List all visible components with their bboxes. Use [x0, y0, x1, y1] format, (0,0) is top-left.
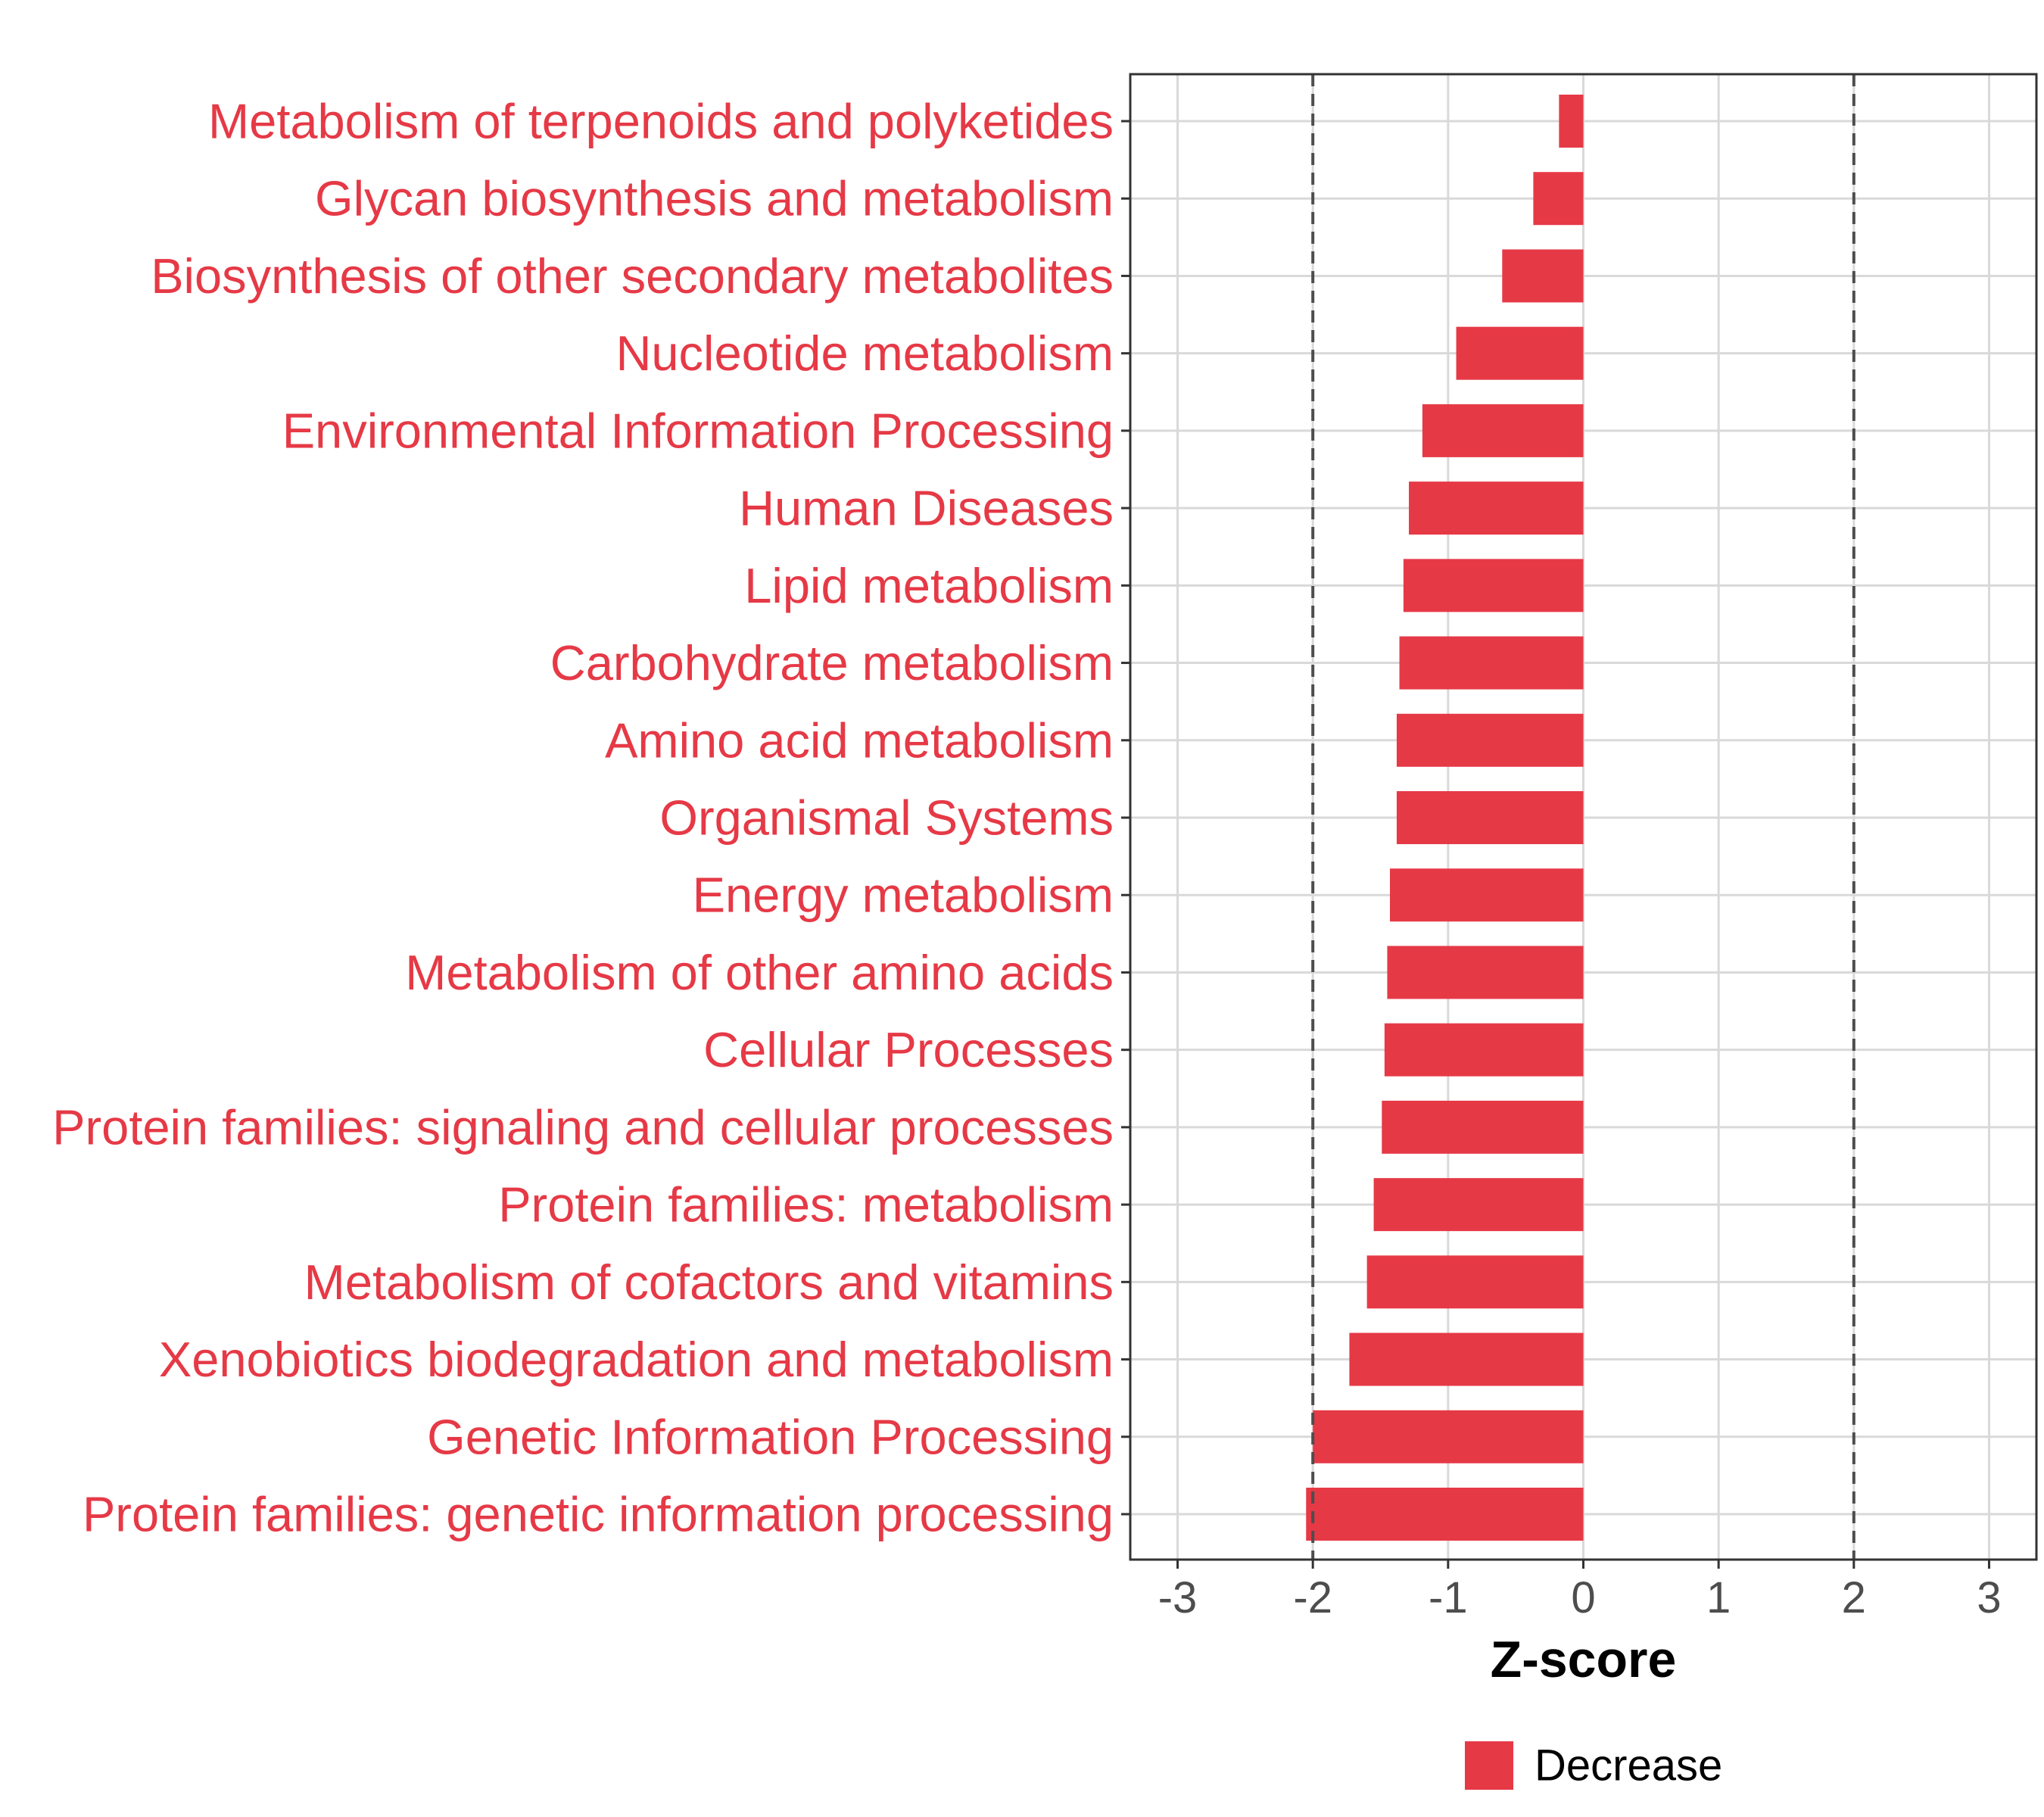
- category-labels: Metabolism of terpenoids and polyketides…: [52, 94, 1114, 1542]
- category-label: Amino acid metabolism: [605, 712, 1114, 768]
- bar: [1313, 1410, 1584, 1463]
- category-label: Environmental Information Processing: [282, 403, 1114, 458]
- category-label: Protein families: signaling and cellular…: [52, 1099, 1114, 1155]
- x-tick-label: 0: [1571, 1573, 1595, 1622]
- category-label: Nucleotide metabolism: [615, 326, 1114, 381]
- category-label: Glycan biosynthesis and metabolism: [315, 171, 1114, 226]
- bar: [1366, 1255, 1584, 1309]
- reference-lines: [1311, 74, 1855, 1560]
- bar: [1502, 249, 1584, 303]
- bar: [1403, 559, 1584, 612]
- x-tick-label: 3: [1977, 1573, 2001, 1622]
- bar: [1373, 1178, 1584, 1232]
- category-label: Lipid metabolism: [744, 558, 1114, 613]
- bar: [1387, 946, 1584, 999]
- category-label: Metabolism of other amino acids: [405, 945, 1114, 1000]
- category-label: Metabolism of terpenoids and polyketides: [208, 94, 1114, 149]
- bar: [1559, 95, 1584, 148]
- axis-ticks: [1121, 120, 1990, 1569]
- x-tick-label: -3: [1158, 1573, 1198, 1622]
- category-label: Biosynthesis of other secondary metaboli…: [151, 248, 1114, 304]
- category-label: Human Diseases: [739, 481, 1114, 536]
- bar: [1396, 791, 1584, 844]
- x-tick-label: 1: [1706, 1573, 1731, 1622]
- legend-swatch-decrease: [1465, 1741, 1513, 1790]
- x-tick-label: 2: [1842, 1573, 1866, 1622]
- legend: Decrease: [1465, 1741, 1722, 1791]
- x-axis-title: Z-score: [1491, 1631, 1677, 1688]
- bar: [1396, 713, 1584, 767]
- x-tick-label: -1: [1429, 1573, 1468, 1622]
- category-label: Organismal Systems: [659, 790, 1114, 846]
- category-label: Xenobiotics biodegradation and metabolis…: [159, 1332, 1114, 1387]
- category-label: Protein families: genetic information pr…: [83, 1487, 1114, 1542]
- bar: [1399, 636, 1584, 690]
- bar: [1306, 1488, 1584, 1541]
- category-label: Cellular Processes: [703, 1022, 1114, 1077]
- category-label: Carbohydrate metabolism: [550, 635, 1114, 690]
- category-label: Protein families: metabolism: [498, 1177, 1114, 1233]
- bar: [1384, 1023, 1584, 1077]
- bar: [1349, 1332, 1584, 1386]
- x-tick-labels: -3 -2 -1 0 1 2 3: [1158, 1573, 2002, 1622]
- category-label: Genetic Information Processing: [427, 1409, 1114, 1464]
- bar: [1409, 482, 1584, 535]
- bar: [1533, 172, 1584, 226]
- legend-label-decrease: Decrease: [1535, 1741, 1722, 1791]
- bar: [1382, 1100, 1584, 1154]
- x-tick-label: -2: [1293, 1573, 1332, 1622]
- bar: [1456, 326, 1584, 380]
- category-label: Energy metabolism: [693, 868, 1114, 923]
- bar: [1390, 868, 1584, 922]
- bar: [1422, 404, 1584, 457]
- bars: [1306, 95, 1584, 1541]
- category-label: Metabolism of cofactors and vitamins: [304, 1254, 1114, 1310]
